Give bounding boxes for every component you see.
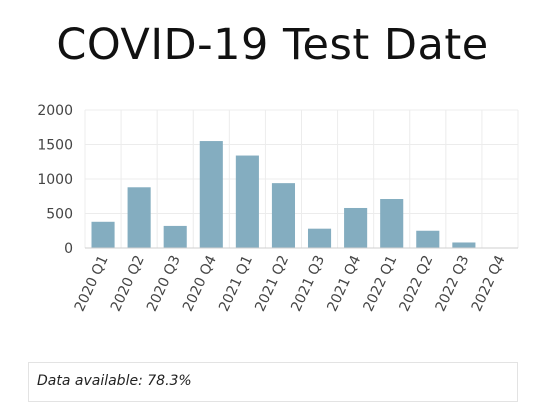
- x-tick-label: 2021 Q1: [216, 253, 256, 314]
- bar: [344, 207, 368, 248]
- x-tick-label: 2022 Q4: [469, 253, 509, 314]
- bar: [127, 187, 151, 248]
- x-tick-label: 2020 Q3: [144, 253, 184, 314]
- data-availability-box: Data available: 78.3%: [28, 362, 518, 402]
- bar: [307, 228, 332, 248]
- x-tick-label: 2021 Q4: [324, 253, 364, 314]
- bar: [271, 183, 296, 248]
- data-availability-value: 78.3%: [147, 373, 192, 389]
- bar: [416, 230, 440, 248]
- y-tick-label: 2000: [37, 103, 73, 119]
- x-tick-label: 2021 Q2: [252, 253, 292, 314]
- bar: [452, 242, 476, 248]
- y-tick-label: 0: [64, 241, 73, 257]
- y-tick-label: 1500: [37, 138, 73, 154]
- bar: [235, 155, 259, 248]
- x-tick-label: 2022 Q1: [360, 253, 400, 314]
- chart-title: COVID-19 Test Date: [56, 20, 489, 70]
- x-tick-label: 2022 Q2: [397, 253, 437, 314]
- x-tick-label: 2022 Q3: [433, 253, 473, 314]
- bar: [380, 199, 404, 248]
- y-tick-label: 1000: [37, 172, 73, 188]
- x-tick-label: 2020 Q2: [108, 253, 148, 314]
- data-availability-text: Data available: 78.3%: [37, 373, 192, 389]
- x-tick-label: 2020 Q4: [180, 253, 220, 314]
- bar: [163, 225, 187, 248]
- bar: [91, 221, 115, 248]
- x-tick-label: 2020 Q1: [72, 253, 112, 314]
- x-tick-label: 2021 Q3: [288, 253, 328, 314]
- y-tick-label: 500: [46, 207, 73, 223]
- data-availability-label: Data available:: [37, 373, 143, 389]
- bar: [199, 141, 223, 248]
